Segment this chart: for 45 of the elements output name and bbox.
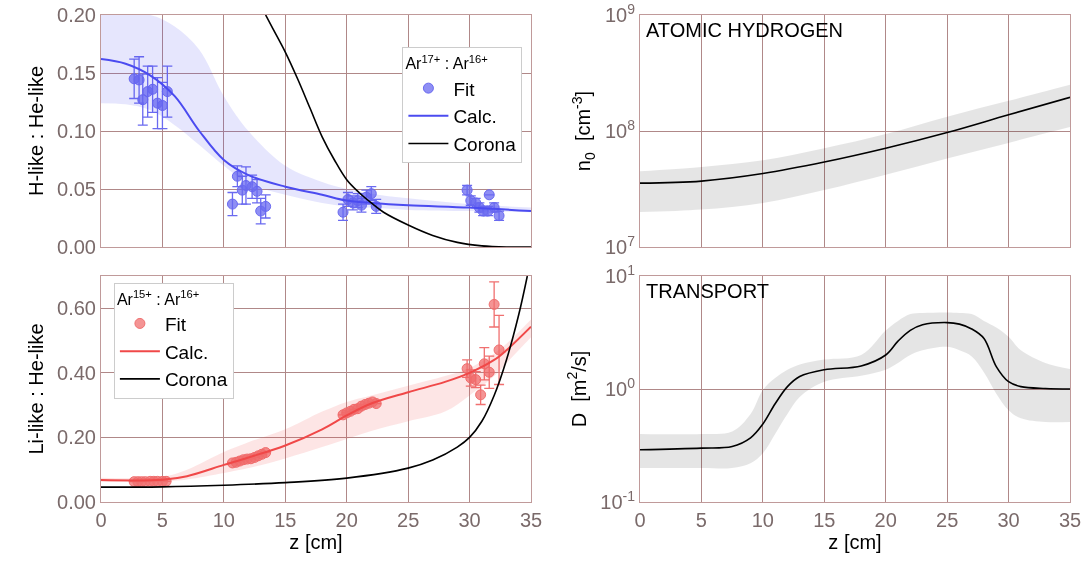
- legend-label: Fit: [453, 78, 476, 100]
- y-tick-label: 0.05: [57, 178, 96, 200]
- x-tick-label: 0: [634, 509, 646, 531]
- y-tick-label: 10$^{8}$: [604, 116, 636, 142]
- y-tick-label: 0.00: [57, 236, 96, 258]
- y-tick-label: 10$^{9}$: [604, 0, 636, 26]
- x-tick-label: 10: [212, 509, 235, 531]
- y-tick-label: 0.10: [57, 120, 96, 142]
- x-tick-label: 20: [335, 509, 358, 531]
- y-axis-title: H-like : He-like: [24, 65, 47, 197]
- legend-label: Calc.: [164, 341, 209, 363]
- x-tick-label: 5: [695, 509, 707, 531]
- legend-label: Calc.: [453, 106, 497, 128]
- y-axis-title: Li-like : He-like: [24, 323, 47, 455]
- legend-label: Corona: [453, 133, 517, 155]
- x-axis-title: z [cm]: [289, 531, 343, 553]
- legend-label: Fit: [164, 313, 187, 335]
- x-tick-label: 20: [874, 509, 897, 531]
- legend-title: Ar$^{15+}$ : Ar$^{16+}$: [116, 287, 200, 308]
- x-tick-label: 35: [1058, 509, 1082, 531]
- x-tick-label: 35: [519, 509, 543, 531]
- y-tick-label: 10$^{1}$: [604, 261, 636, 287]
- legend-label: Corona: [164, 369, 228, 391]
- x-axis-title: z [cm]: [828, 531, 882, 553]
- x-tick-label: 10: [751, 509, 774, 531]
- x-tick-label: 30: [997, 509, 1020, 531]
- x-tick-label: 25: [936, 509, 959, 531]
- y-tick-label: 0.20: [57, 4, 96, 26]
- y-tick-label: 10$^{7}$: [604, 232, 636, 258]
- annotation: ATOMIC HYDROGEN: [646, 19, 844, 41]
- x-tick-label: 5: [156, 509, 168, 531]
- y-tick-label: 0.60: [57, 297, 96, 320]
- annotation: TRANSPORT: [646, 280, 769, 302]
- y-tick-label: 10$^{0}$: [604, 374, 636, 400]
- y-tick-label: 0.00: [57, 491, 96, 513]
- y-tick-label: 0.20: [57, 426, 96, 449]
- x-tick-label: 15: [813, 509, 836, 531]
- y-tick-label: 10$^{-1}$: [600, 487, 636, 513]
- x-tick-label: 0: [95, 509, 107, 531]
- y-tick-label: 0.15: [57, 62, 96, 84]
- x-tick-label: 15: [274, 509, 297, 531]
- legend-title: Ar$^{17+}$ : Ar$^{16+}$: [405, 52, 488, 73]
- y-tick-label: 0.40: [57, 361, 96, 384]
- x-tick-label: 30: [458, 509, 481, 531]
- x-tick-label: 25: [397, 509, 420, 531]
